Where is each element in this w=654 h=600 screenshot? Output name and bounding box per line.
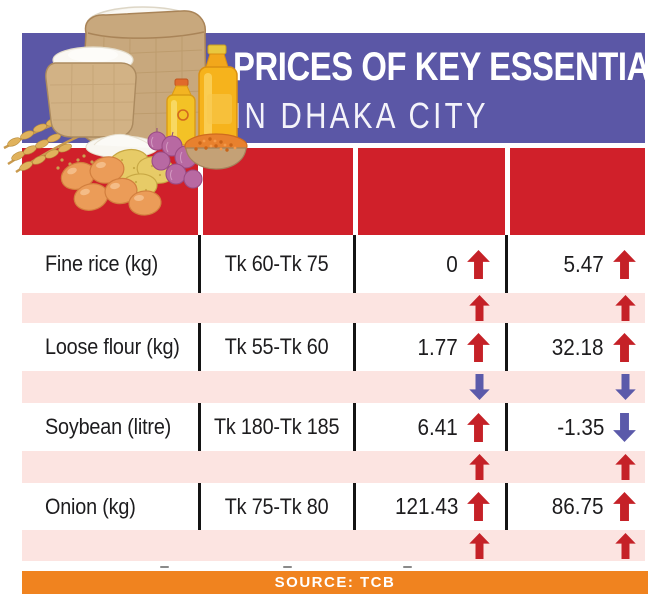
item-cell: Soybean (litre) [22, 403, 198, 451]
trend-arrow-icon [467, 492, 490, 521]
change-value: 32.18 [552, 333, 604, 360]
change-value: -1.35 [556, 413, 604, 440]
price-table: Fine rice (kg) Tk 60-Tk 75 0 5.47 [22, 235, 645, 561]
price-label: Tk 75-Tk 80 [225, 493, 329, 519]
trend-arrow-icon [469, 374, 490, 400]
change-cell: 32.18 [505, 323, 645, 371]
oil-bottle-icon [166, 44, 238, 146]
change-cell [505, 371, 645, 403]
source-bar: SOURCE: TCB [22, 571, 648, 594]
item-cell [22, 451, 198, 483]
item-label: Loose flour (kg) [45, 334, 180, 359]
lentils-bowl-icon [184, 133, 248, 170]
header-cell-change-1 [353, 148, 505, 235]
title-block: PRICES OF KEY ESSENTIALS IN DHAKA CITY [233, 45, 654, 137]
source-label: SOURCE: TCB [274, 574, 396, 591]
change-value: 121.43 [394, 493, 458, 519]
price-cell: Tk 55-Tk 60 [198, 323, 353, 371]
table-row: Onion (kg) Tk 75-Tk 80 121.43 86.75 [22, 483, 645, 530]
change-cell [505, 530, 645, 561]
page-subtitle: IN DHAKA CITY [233, 95, 489, 136]
trend-arrow-icon [613, 332, 636, 362]
eggs-icon [60, 156, 162, 216]
change-cell: 5.47 [505, 235, 645, 293]
item-label: Soybean (litre) [45, 414, 172, 439]
onions-icon [147, 128, 203, 189]
change-cell [353, 530, 505, 561]
trend-arrow-icon [613, 249, 636, 279]
trend-arrow-icon [467, 412, 490, 442]
price-cell: Tk 75-Tk 80 [198, 483, 353, 530]
price-cell [198, 530, 353, 561]
item-cell: Onion (kg) [22, 483, 198, 530]
change-cell: 121.43 [353, 483, 505, 530]
change-value: 86.75 [552, 493, 604, 519]
trend-arrow-icon [615, 532, 636, 559]
trend-arrow-icon [615, 454, 636, 480]
change-cell: 6.41 [353, 403, 505, 451]
table-row: Soybean (litre) Tk 180-Tk 185 6.41 -1.35 [22, 403, 645, 451]
item-cell: Loose flour (kg) [22, 323, 198, 371]
stripe-row [22, 371, 645, 403]
item-label: Onion (kg) [45, 493, 136, 519]
stripe-row [22, 293, 645, 323]
trend-arrow-icon [615, 374, 636, 400]
change-value: 0 [446, 250, 458, 277]
stripe-row [22, 451, 645, 483]
trend-arrow-icon [613, 412, 636, 442]
price-label: Tk 60-Tk 75 [225, 251, 329, 276]
change-value: 1.77 [417, 333, 458, 360]
price-cell [198, 293, 353, 323]
change-cell [353, 451, 505, 483]
change-cell [505, 451, 645, 483]
trend-arrow-icon [467, 332, 490, 362]
price-cell [198, 371, 353, 403]
item-cell [22, 371, 198, 403]
change-cell: -1.35 [505, 403, 645, 451]
change-cell: 86.75 [505, 483, 645, 530]
stripe-row [22, 530, 645, 561]
food-illustration [3, 6, 248, 216]
price-label: Tk 180-Tk 185 [214, 414, 340, 439]
price-cell: Tk 180-Tk 185 [198, 403, 353, 451]
price-cell [198, 451, 353, 483]
header-cell-change-2 [505, 148, 645, 235]
trend-arrow-icon [469, 532, 490, 559]
table-row: Loose flour (kg) Tk 55-Tk 60 1.77 32.18 [22, 323, 645, 371]
change-value: 6.41 [417, 413, 458, 440]
trend-arrow-icon [613, 492, 636, 521]
item-cell [22, 293, 198, 323]
price-label: Tk 55-Tk 60 [225, 334, 329, 359]
change-cell [505, 293, 645, 323]
flour-bag-icon [45, 46, 137, 138]
table-row: Fine rice (kg) Tk 60-Tk 75 0 5.47 [22, 235, 645, 293]
change-cell: 0 [353, 235, 505, 293]
change-cell: 1.77 [353, 323, 505, 371]
cropped-row-hint [403, 566, 412, 568]
item-cell [22, 530, 198, 561]
trend-arrow-icon [467, 249, 490, 279]
change-cell [353, 293, 505, 323]
item-label: Fine rice (kg) [45, 251, 159, 276]
change-cell [353, 371, 505, 403]
trend-arrow-icon [615, 295, 636, 321]
trend-arrow-icon [469, 454, 490, 480]
price-cell: Tk 60-Tk 75 [198, 235, 353, 293]
cropped-row-hint [283, 566, 292, 568]
cropped-row-hint [160, 566, 169, 568]
trend-arrow-icon [469, 295, 490, 321]
page-title: PRICES OF KEY ESSENTIALS [233, 45, 654, 89]
item-cell: Fine rice (kg) [22, 235, 198, 293]
change-value: 5.47 [563, 250, 604, 277]
